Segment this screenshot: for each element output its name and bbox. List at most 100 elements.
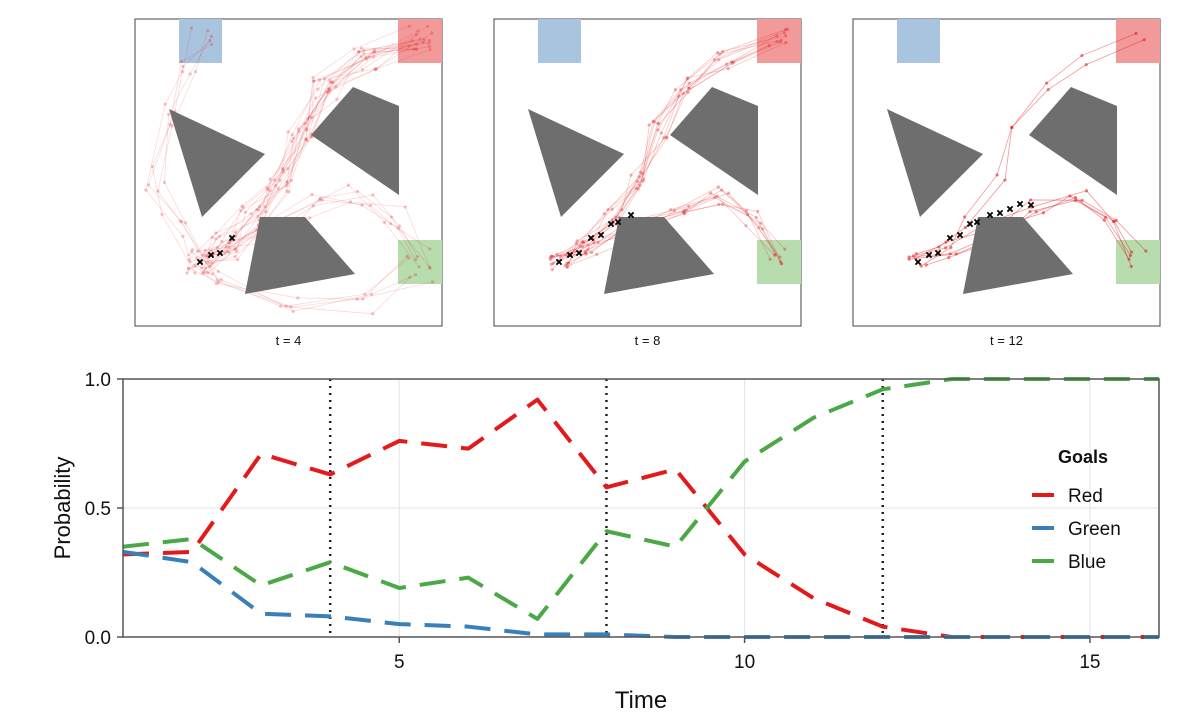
sample-trajectory <box>209 42 430 267</box>
sample-point <box>296 127 300 131</box>
sample-point <box>367 55 371 59</box>
sample-point <box>364 55 368 60</box>
sample-point <box>194 263 198 267</box>
sample-point <box>308 216 312 220</box>
observed-position-marker <box>207 251 215 259</box>
sample-point <box>592 241 596 245</box>
blue-goal-region <box>897 19 940 63</box>
sample-point <box>610 218 614 222</box>
obstacle-quad-upper <box>670 87 758 195</box>
sample-point <box>785 27 790 31</box>
sample-point <box>584 252 588 256</box>
sample-point <box>575 239 579 243</box>
sample-point <box>729 60 734 64</box>
sample-point <box>1128 253 1133 258</box>
sample-point <box>317 198 322 202</box>
observed-position-marker <box>946 234 954 242</box>
sample-point <box>360 68 365 72</box>
sample-point <box>371 193 375 197</box>
sample-trajectory <box>186 44 417 274</box>
sample-point <box>411 47 416 51</box>
sample-point <box>356 50 361 54</box>
sample-point <box>784 40 788 45</box>
sample-point <box>281 170 285 174</box>
sample-point <box>581 245 585 249</box>
sample-point <box>1080 198 1084 202</box>
blue-goal-region <box>538 19 581 63</box>
sample-point <box>346 183 351 187</box>
sample-point <box>551 261 555 265</box>
sample-point <box>273 183 278 188</box>
observed-position-marker <box>216 249 224 257</box>
sample-point <box>563 264 567 268</box>
sample-point <box>408 275 412 279</box>
sample-point <box>201 270 206 274</box>
observed-position-marker <box>986 211 994 219</box>
sample-point <box>659 131 663 135</box>
observed-position-marker <box>597 231 605 239</box>
sample-point <box>754 215 758 220</box>
sample-point <box>374 67 379 71</box>
sample-point <box>296 296 300 300</box>
sample-point <box>281 168 286 172</box>
sample-point <box>414 47 418 51</box>
sample-trajectory <box>192 184 420 268</box>
sample-point <box>1028 198 1033 202</box>
sample-point <box>223 251 227 256</box>
sample-point <box>614 215 618 220</box>
sample-point <box>712 195 717 200</box>
sample-point <box>919 264 923 268</box>
sample-trajectory <box>189 40 413 263</box>
sample-point <box>640 171 644 176</box>
sample-point <box>1084 63 1088 67</box>
sample-point <box>713 58 717 62</box>
sample-point <box>596 240 600 245</box>
sample-point <box>200 266 204 270</box>
sample-point <box>775 34 779 38</box>
sample-point <box>297 129 301 134</box>
sample-point <box>371 312 375 316</box>
sample-point <box>416 29 420 33</box>
sample-point <box>163 102 167 106</box>
sample-trajectory <box>208 30 419 258</box>
observed-path-markers <box>555 211 635 266</box>
sample-point <box>362 52 366 56</box>
sample-point <box>334 85 338 89</box>
sample-point <box>716 185 720 189</box>
sample-point <box>937 245 941 249</box>
sample-point <box>567 261 571 265</box>
sample-point <box>652 120 657 124</box>
sample-point <box>371 50 375 54</box>
sample-point <box>224 245 229 249</box>
sample-point <box>672 208 677 213</box>
sample-point <box>359 54 363 59</box>
green-goal-region <box>757 240 801 284</box>
sample-point <box>304 137 308 141</box>
green-goal-region <box>1116 240 1160 284</box>
sample-point <box>421 40 425 44</box>
sample-point <box>773 253 777 257</box>
sample-trajectory <box>566 32 785 264</box>
legend-label-blue: Blue <box>1068 552 1106 573</box>
sample-point <box>1046 87 1050 92</box>
sample-point <box>236 257 240 262</box>
sample-point <box>578 244 582 248</box>
sample-point <box>373 50 377 54</box>
sample-trajectory <box>145 27 192 256</box>
observed-position-marker <box>1006 205 1014 213</box>
sample-point <box>243 210 247 214</box>
sample-point <box>156 189 160 193</box>
sample-point <box>620 208 624 212</box>
sample-trajectory <box>208 194 430 268</box>
sample-point <box>310 115 314 120</box>
sample-point <box>290 139 294 143</box>
observed-position-marker <box>966 220 974 228</box>
sample-point <box>317 78 322 82</box>
sample-point <box>715 51 720 55</box>
sample-point <box>757 226 761 230</box>
sample-point <box>732 60 736 64</box>
observed-position-marker <box>1016 200 1024 208</box>
sample-point <box>180 220 184 224</box>
sample-point <box>361 297 365 301</box>
sample-point <box>687 81 691 85</box>
